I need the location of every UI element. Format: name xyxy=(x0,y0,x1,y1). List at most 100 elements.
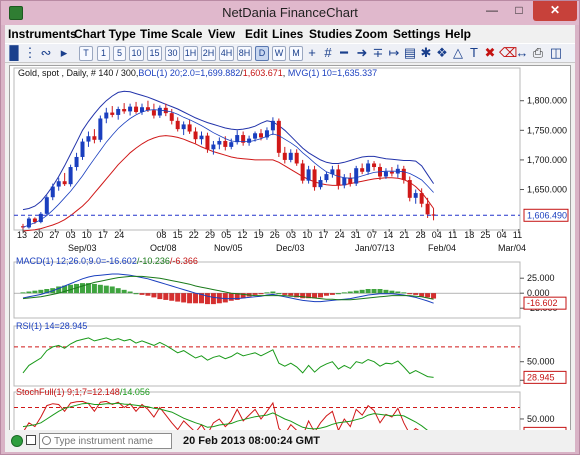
menu-lines[interactable]: Lines xyxy=(272,27,304,41)
x-tick-label: 12 xyxy=(237,230,247,240)
print-icon[interactable]: ⎙ xyxy=(532,45,544,60)
candle-body xyxy=(383,171,388,177)
timeframe-button-w[interactable]: W xyxy=(272,46,286,61)
y-tick-label: 1,800.000 xyxy=(527,96,567,106)
candle-body xyxy=(270,120,275,131)
timeframe-button-5[interactable]: 5 xyxy=(113,46,126,61)
macd-title-part: /-10.236 xyxy=(137,256,170,266)
menu-view[interactable]: View xyxy=(208,27,236,41)
moving-average-line xyxy=(22,109,434,228)
indicator-label: BOL(1) 20;2.0=1,699.882 xyxy=(138,68,240,78)
macd-histogram-bar xyxy=(300,293,306,299)
bollinger-lower-line xyxy=(22,135,435,232)
menu-instruments[interactable]: Instruments xyxy=(8,27,77,41)
pattern-icon[interactable]: ❖ xyxy=(436,45,448,60)
candle-body xyxy=(140,107,144,112)
checkbox[interactable] xyxy=(26,435,36,445)
macd-histogram-bar xyxy=(157,293,163,300)
macd-histogram-bar xyxy=(187,293,193,304)
horizontal-line-icon[interactable]: ━ xyxy=(340,45,348,60)
macd-histogram-bar xyxy=(181,293,187,303)
macd-histogram-bar xyxy=(365,289,371,294)
arrow-icon[interactable]: ↦ xyxy=(388,45,400,60)
trendline-icon[interactable]: ➜ xyxy=(356,45,368,60)
bar-chart-icon[interactable]: █ xyxy=(9,45,19,60)
menu-time-scale[interactable]: Time Scale xyxy=(140,27,203,41)
timeframe-button-1h[interactable]: 1H xyxy=(183,46,198,61)
macd-histogram-bar xyxy=(228,293,234,301)
candle-body xyxy=(342,177,347,186)
macd-histogram-bar xyxy=(97,284,103,294)
candle-body xyxy=(336,169,341,186)
macd-histogram-bar xyxy=(175,293,181,302)
timeframe-button-15[interactable]: 15 xyxy=(147,46,162,61)
line-chart-icon[interactable]: ∾ xyxy=(40,45,52,60)
macd-histogram-bar xyxy=(80,283,85,294)
maximize-button[interactable]: □ xyxy=(515,3,523,17)
x-tick-label: 11 xyxy=(513,230,522,240)
menu-settings[interactable]: Settings xyxy=(393,27,441,41)
separator: , xyxy=(283,68,288,78)
y-tick-label: 0.000 xyxy=(527,288,550,298)
instrument-search-input[interactable] xyxy=(39,433,172,449)
delete-all-icon[interactable]: ⌫ xyxy=(499,45,518,60)
macd-histogram-bar xyxy=(68,284,74,294)
menu-help[interactable]: Help xyxy=(445,27,472,41)
menu-edit[interactable]: Edit xyxy=(245,27,268,41)
close-button[interactable]: ✕ xyxy=(533,1,577,21)
timeframe-button-d[interactable]: D xyxy=(255,46,269,61)
timeframe-button-10[interactable]: 10 xyxy=(129,46,144,61)
y-tick-label: 50.000 xyxy=(527,357,555,367)
timeframe-button-30[interactable]: 30 xyxy=(165,46,180,61)
timeframe-button-8h[interactable]: 8H xyxy=(237,46,252,61)
chart-area[interactable]: Gold, spot , Daily, # 140 / 300,BOL(1) 2… xyxy=(9,65,571,447)
minimize-button[interactable]: — xyxy=(486,3,498,17)
chart-canvas[interactable]: Gold, spot , Daily, # 140 / 300,BOL(1) 2… xyxy=(10,66,570,446)
text-tool-icon[interactable]: T xyxy=(470,45,478,60)
cross-tool-icon[interactable]: ✱ xyxy=(420,45,432,60)
macd-histogram-bar xyxy=(312,293,318,299)
macd-histogram-bar xyxy=(91,283,97,294)
netdania-app-icon xyxy=(9,6,23,20)
candle-body xyxy=(122,109,127,112)
timeframe-button-4h[interactable]: 4H xyxy=(219,46,234,61)
last-value-box xyxy=(523,296,567,310)
macd-histogram-bar xyxy=(377,289,383,294)
channel-icon[interactable]: ▤ xyxy=(403,45,417,60)
timeframe-button-1[interactable]: 1 xyxy=(97,46,110,61)
macd-histogram-bar xyxy=(270,291,276,294)
candle-body xyxy=(354,168,359,184)
title-bar[interactable]: NetDania FinanceChart — □ ✕ xyxy=(1,1,579,25)
macd-histogram-bar xyxy=(151,293,157,298)
timeframe-button-2h[interactable]: 2H xyxy=(201,46,216,61)
macd-histogram-bar xyxy=(169,293,175,301)
dropdown-icon[interactable]: ▸ xyxy=(60,45,68,60)
timeframe-button-t[interactable]: T xyxy=(79,46,93,61)
macd-histogram-bar xyxy=(74,283,80,294)
resize-icon[interactable]: ↔ xyxy=(515,45,529,60)
macd-title-part: MACD(1) 12;26.0;9.0= xyxy=(16,256,106,266)
x-tick-label: 05 xyxy=(221,230,231,240)
x-month-label: Mar/04 xyxy=(498,243,526,253)
macd-title-part: /-6.366 xyxy=(170,256,198,266)
separator: / xyxy=(240,68,243,78)
crosshair-icon[interactable]: + xyxy=(308,45,316,60)
candle-body xyxy=(264,130,269,138)
fibonacci-icon[interactable]: ∓ xyxy=(372,45,384,60)
x-tick-label: 13 xyxy=(17,230,27,240)
timeframe-button-m[interactable]: M xyxy=(289,46,303,61)
candle-body xyxy=(431,214,436,216)
candle-chart-icon[interactable]: ⋮ xyxy=(23,45,37,60)
layout-icon[interactable]: ◫ xyxy=(549,45,563,60)
macd-histogram-bar xyxy=(20,292,26,294)
triangle-icon[interactable]: △ xyxy=(453,45,463,60)
grid-icon[interactable]: # xyxy=(324,45,332,60)
search-icon xyxy=(42,436,51,445)
menu-zoom[interactable]: Zoom xyxy=(355,27,388,41)
menu-chart-type[interactable]: Chart Type xyxy=(74,27,136,41)
candle-body xyxy=(151,110,156,116)
menu-studies[interactable]: Studies xyxy=(309,27,353,41)
candle-body xyxy=(259,133,263,138)
x-tick-label: 29 xyxy=(205,230,215,240)
delete-icon[interactable]: ✖ xyxy=(484,45,496,60)
